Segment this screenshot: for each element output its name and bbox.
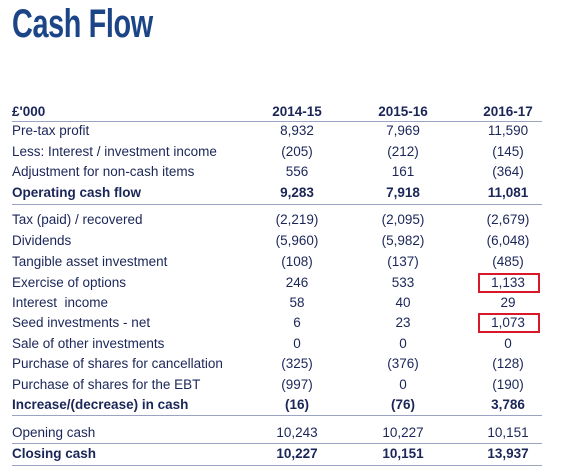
- cell: 58: [289, 295, 305, 310]
- cell: 10,151: [487, 425, 529, 440]
- cell: (5,960): [275, 233, 319, 248]
- cell: (485): [492, 254, 524, 269]
- cell: 0: [399, 377, 407, 392]
- cell: 23: [395, 315, 411, 330]
- row-label: Less: Interest / investment income: [12, 144, 217, 159]
- row-label: Seed investments - net: [12, 315, 151, 330]
- header-cell: 2016-17: [483, 104, 533, 119]
- rule: [12, 204, 542, 205]
- cell: (145): [492, 144, 524, 159]
- cell: (997): [281, 377, 313, 392]
- highlight-box: [478, 313, 540, 333]
- cell: (364): [492, 164, 524, 179]
- row-label: Interest income: [12, 295, 109, 310]
- header-cell: £'000: [12, 104, 46, 119]
- cell: 161: [391, 164, 415, 179]
- cell: (2,219): [275, 212, 319, 227]
- row-label: Adjustment for non-cash items: [12, 164, 195, 179]
- rule: [12, 465, 542, 466]
- cell: (6,048): [486, 233, 530, 248]
- cell: (108): [281, 254, 313, 269]
- highlight-box: [478, 273, 540, 293]
- cell: 11,081: [487, 185, 529, 200]
- cell: 1,133: [491, 275, 525, 290]
- cell: 10,151: [382, 446, 424, 461]
- cell: 246: [285, 275, 309, 290]
- cell: (5,982): [381, 233, 425, 248]
- cell: 7,969: [386, 123, 420, 138]
- row-label: Opening cash: [12, 425, 96, 440]
- cell: 0: [504, 336, 512, 351]
- cell: 13,937: [487, 446, 529, 461]
- rule: [12, 415, 542, 416]
- cell: 11,590: [487, 123, 529, 138]
- cell: 8,932: [280, 123, 314, 138]
- row-label: Exercise of options: [12, 275, 127, 290]
- cell: (205): [281, 144, 313, 159]
- row-label: Dividends: [12, 233, 72, 248]
- row-label: Pre-tax profit: [12, 123, 90, 138]
- cell: 9,283: [280, 185, 314, 200]
- cell: 29: [500, 295, 516, 310]
- cell: (2,679): [486, 212, 530, 227]
- cell: 0: [399, 336, 407, 351]
- cell: (137): [387, 254, 419, 269]
- cell: 40: [395, 295, 411, 310]
- cell: 6: [293, 315, 301, 330]
- row-label: Operating cash flow: [12, 185, 142, 200]
- header-cell: 2014-15: [272, 104, 322, 119]
- row-label: Tax (paid) / recovered: [12, 212, 143, 227]
- cell: (16): [284, 397, 309, 412]
- row-label: Tangible asset investment: [12, 254, 168, 269]
- row-label: Increase/(decrease) in cash: [12, 397, 189, 412]
- row-label: Purchase of shares for cancellation: [12, 356, 223, 371]
- header-cell: 2015-16: [378, 104, 428, 119]
- cell: (376): [387, 356, 419, 371]
- cell: (212): [387, 144, 419, 159]
- cell: 10,227: [276, 446, 318, 461]
- cell: (2,095): [381, 212, 425, 227]
- cell: 1,073: [491, 315, 525, 330]
- cell: 10,243: [276, 425, 318, 440]
- cell: (325): [281, 356, 313, 371]
- row-label: Purchase of shares for the EBT: [12, 377, 201, 392]
- cell: 10,227: [382, 425, 424, 440]
- cell: (190): [492, 377, 524, 392]
- cell: (76): [390, 397, 415, 412]
- cell: 7,918: [386, 185, 420, 200]
- cell: 556: [285, 164, 309, 179]
- rule: [12, 443, 542, 444]
- cell: 3,786: [491, 397, 525, 412]
- cell: (128): [492, 356, 524, 371]
- cell: 533: [391, 275, 415, 290]
- row-label: Closing cash: [12, 446, 97, 461]
- row-label: Sale of other investments: [12, 336, 165, 351]
- page-title: Cash Flow: [12, 2, 153, 46]
- cell: 0: [293, 336, 301, 351]
- rule: [12, 121, 542, 122]
